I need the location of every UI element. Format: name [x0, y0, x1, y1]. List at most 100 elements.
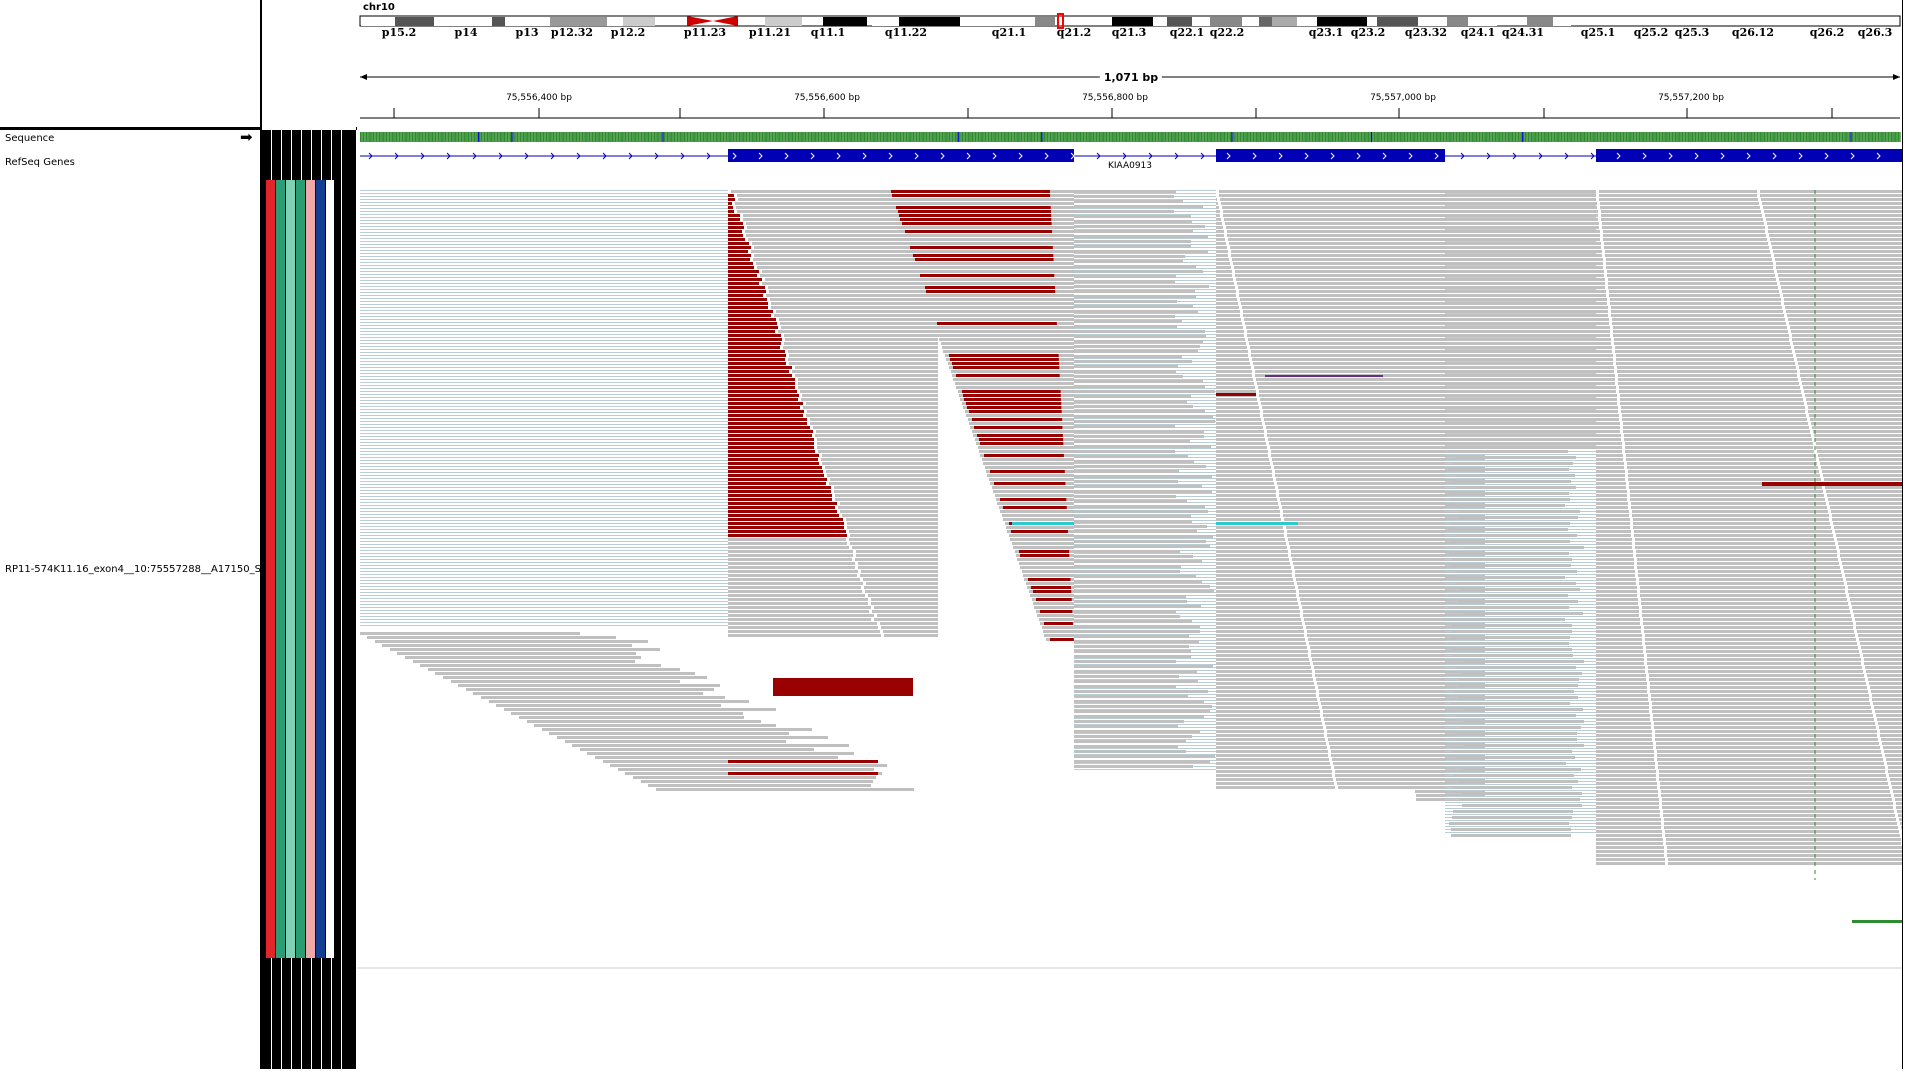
read — [1280, 514, 1283, 517]
read — [1842, 574, 1845, 577]
read — [728, 190, 938, 193]
read — [1216, 350, 1445, 353]
read — [728, 554, 938, 557]
read — [1412, 766, 1485, 769]
read — [1227, 246, 1230, 249]
read — [1449, 642, 1569, 645]
read — [740, 218, 743, 221]
read — [1656, 770, 1659, 773]
alignment-track-label[interactable]: RP11-574K11.16_exon4__10:75557288__A1715… — [5, 564, 260, 575]
read — [728, 318, 776, 321]
read — [1074, 769, 1216, 770]
read — [728, 234, 743, 237]
read — [1216, 298, 1445, 301]
read — [1074, 590, 1214, 593]
read — [360, 632, 580, 635]
read — [728, 242, 938, 245]
read — [728, 502, 837, 505]
read — [1596, 766, 1902, 769]
read — [397, 652, 636, 655]
read — [1216, 470, 1445, 473]
attribute-panel[interactable] — [262, 0, 356, 1069]
read — [1445, 390, 1596, 393]
read — [1216, 642, 1445, 645]
read — [1050, 638, 1074, 641]
arrow-right-icon[interactable]: ➡ — [240, 128, 253, 146]
read — [1454, 690, 1574, 693]
read — [753, 262, 756, 265]
read — [1074, 360, 1192, 363]
read — [572, 744, 849, 747]
read — [1074, 313, 1216, 314]
read — [1216, 598, 1445, 601]
read — [1216, 194, 1219, 197]
read — [1216, 654, 1445, 657]
read — [1216, 354, 1445, 357]
read — [780, 346, 783, 349]
alignment-track[interactable] — [360, 190, 1904, 923]
read — [360, 343, 728, 344]
read — [728, 422, 938, 425]
read — [935, 326, 1074, 329]
read — [1361, 378, 1485, 381]
refseq-track-label[interactable]: RefSeq Genes — [5, 157, 75, 168]
read — [1366, 414, 1485, 417]
read — [728, 450, 815, 453]
read — [1605, 286, 1608, 289]
read — [1445, 478, 1596, 479]
sequence-track-label[interactable]: Sequence — [5, 133, 55, 144]
read — [1596, 290, 1902, 293]
read — [1618, 410, 1621, 413]
band-label: q26.3 — [1857, 26, 1893, 39]
read — [1615, 378, 1618, 381]
read — [360, 406, 728, 407]
read — [1763, 218, 1766, 221]
read — [963, 394, 1061, 397]
read — [1385, 558, 1485, 561]
read — [1216, 310, 1445, 313]
read — [360, 211, 728, 212]
read — [1596, 402, 1902, 405]
read — [1216, 618, 1445, 621]
read — [1216, 698, 1445, 701]
read — [1283, 526, 1286, 529]
read — [1218, 202, 1221, 205]
read — [1074, 265, 1196, 268]
read — [1334, 782, 1337, 785]
read — [728, 442, 814, 445]
read — [1341, 226, 1485, 229]
gene-name-label[interactable]: KIAA0913 — [1107, 161, 1153, 171]
read — [1074, 568, 1216, 569]
read — [1363, 390, 1485, 393]
read — [728, 630, 938, 633]
sequence-track[interactable] — [360, 132, 1901, 142]
data-panel[interactable] — [357, 0, 1904, 1069]
read — [390, 648, 660, 651]
read — [1276, 494, 1279, 497]
read — [728, 230, 742, 233]
read — [1607, 298, 1610, 301]
read — [1270, 462, 1273, 465]
read — [1252, 374, 1255, 377]
read — [1632, 542, 1635, 545]
read — [1445, 358, 1596, 361]
read — [1596, 282, 1902, 285]
read — [1445, 508, 1596, 509]
refseq-gene-track[interactable] — [360, 149, 1902, 162]
read — [1216, 710, 1445, 713]
read — [360, 325, 728, 326]
read — [1406, 722, 1485, 725]
read — [1377, 502, 1485, 505]
read — [1796, 366, 1799, 369]
read — [751, 246, 754, 249]
read — [360, 592, 728, 593]
read — [1401, 682, 1485, 685]
read — [1596, 546, 1902, 549]
read — [1216, 302, 1445, 305]
read — [1216, 234, 1445, 237]
read — [1216, 502, 1445, 505]
chromosome-ideogram[interactable] — [359, 13, 1901, 29]
genome-view[interactable] — [357, 0, 1904, 1069]
read — [1042, 626, 1074, 629]
panel-divider[interactable] — [260, 0, 263, 1069]
